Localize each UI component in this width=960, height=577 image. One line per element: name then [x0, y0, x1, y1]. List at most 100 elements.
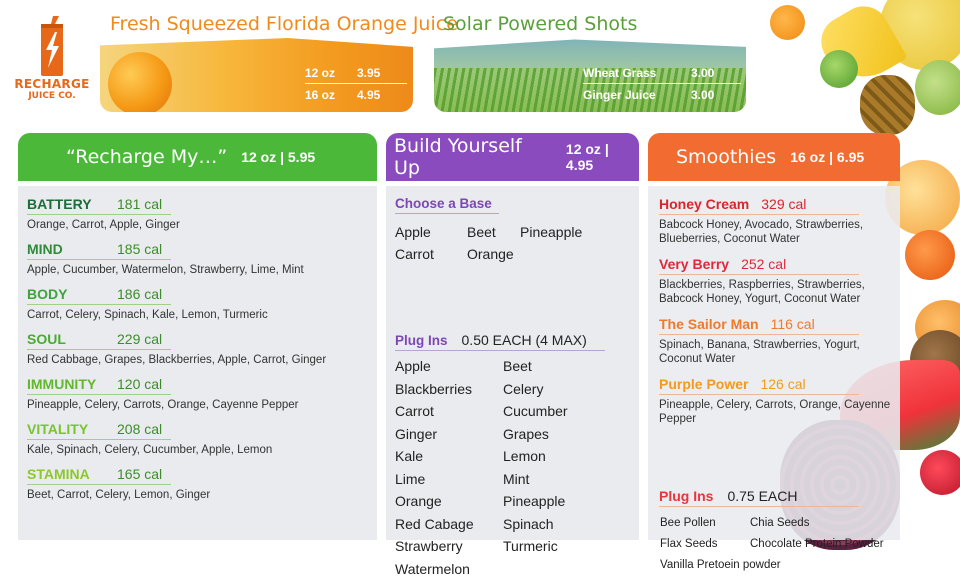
price-row: Wheat Grass 3.00: [583, 62, 741, 84]
addon-option: Celery: [503, 380, 544, 397]
smoothie-calories: 126 cal: [760, 376, 806, 392]
recharge-logo: RECHARGE JUICE CO.: [12, 14, 92, 114]
addon-option: Apple: [395, 358, 431, 374]
smoothie-calories: 116 cal: [770, 316, 815, 332]
smoothie-header: Purple Power 126 cal: [659, 376, 859, 395]
base-option: Apple: [395, 224, 431, 240]
price-row: Ginger Juice 3.00: [583, 84, 741, 106]
price-value: 4.95: [357, 88, 381, 102]
smoothie-name: Honey Cream: [659, 196, 750, 212]
addon-option: Grapes: [503, 425, 549, 442]
lime-image: [820, 50, 858, 88]
juice-name: SOUL: [27, 331, 66, 347]
base-options: Apple Beet Pineapple Carrot Orange: [395, 224, 590, 262]
addon-option: Lemon: [503, 448, 546, 464]
build-panel: Build Yourself Up 12 oz | 4.95 Choose a …: [386, 133, 639, 577]
juice-item: VITALITY 208 cal Kale, Spinach, Celery, Cu…: [27, 421, 371, 466]
base-option: Pineapple: [520, 224, 583, 240]
juice-item: MIND 185 cal Apple, Cucumber, Watermelon, …: [27, 241, 371, 286]
recharge-body: BATTERY 181 cal Orange, Carrot, Apple, Gin…: [18, 186, 377, 540]
plug-ins-price: 0.50 EACH (4 MAX): [461, 332, 587, 348]
juice-calories: 186 cal: [117, 286, 163, 302]
juice-ingredients: Beet, Carrot, Celery, Lemon, Ginger: [27, 489, 211, 501]
brand-sub: JUICE CO.: [28, 91, 76, 101]
juice-item: SOUL 229 cal Red Cabbage, Grapes, Blackber…: [27, 331, 371, 376]
juice-item: BODY 186 cal Carrot, Celery, Spinach, Kale…: [27, 286, 371, 331]
orange-juice-prices: 12 oz 3.95 16 oz 4.95: [305, 62, 407, 106]
apple-image: [920, 450, 960, 495]
shot-label: Wheat Grass: [583, 65, 657, 80]
juice-calories: 208 cal: [117, 421, 163, 437]
bottle-bolt-icon: [41, 16, 63, 76]
juice-name: VITALITY: [27, 421, 89, 437]
smoothie-ingredients: Blackberries, Raspberries, Strawberries,…: [659, 279, 865, 305]
juice-ingredients: Apple, Cucumber, Watermelon, Strawberry,…: [27, 264, 304, 276]
addon-option: Lime: [395, 470, 426, 487]
addon-option: Blackberries: [395, 380, 473, 397]
pineapple-image: [860, 75, 915, 135]
plug-ins-price: 0.75 EACH: [727, 488, 798, 504]
smoothie-list: Honey Cream 329 cal Babcock Honey, Avocado…: [659, 196, 894, 436]
price-row: 16 oz 4.95: [305, 84, 407, 106]
smoothies-header: Smoothies 16 oz | 6.95: [648, 133, 900, 181]
juice-header: IMMUNITY 120 cal: [27, 376, 171, 395]
grass-image: [434, 67, 746, 112]
base-option: Carrot: [395, 246, 434, 262]
smoothies-title: Smoothies: [676, 146, 777, 168]
juice-name: STAMINA: [27, 466, 90, 482]
build-title: Build Yourself Up: [394, 135, 522, 179]
build-plug-ins: Plug Ins 0.50 EACH (4 MAX): [395, 332, 605, 351]
addon-option: Mint: [503, 470, 530, 487]
solar-shots-prices: Wheat Grass 3.00 Ginger Juice 3.00: [583, 62, 741, 106]
build-header: Build Yourself Up 12 oz | 4.95: [386, 133, 639, 181]
juice-ingredients: Orange, Carrot, Apple, Ginger: [27, 219, 180, 231]
juice-item: STAMINA 165 cal Beet, Carrot, Celery, Lemo…: [27, 466, 371, 511]
addon-option: Turmeric: [503, 538, 558, 554]
juice-header: VITALITY 208 cal: [27, 421, 171, 440]
smoothies-panel: Smoothies 16 oz | 6.95 Honey Cream 329 ca…: [648, 133, 900, 571]
smoothie-name: Very Berry: [659, 256, 730, 272]
build-body: Choose a Base Apple Beet Pineapple Carrot Or…: [386, 186, 639, 577]
smoothies-body: Honey Cream 329 cal Babcock Honey, Avocado…: [648, 186, 900, 571]
orange-fruit-image: [905, 230, 955, 280]
addon-option: Beet: [503, 358, 532, 374]
smoothie-ingredients: Pineapple, Celery, Carrots, Orange, Caye…: [659, 399, 891, 425]
addon-option: Spinach: [503, 515, 554, 532]
juice-calories: 181 cal: [117, 196, 163, 212]
choose-base-label: Choose a Base: [395, 196, 499, 214]
juice-ingredients: Carrot, Celery, Spinach, Kale, Lemon, Tu…: [27, 309, 268, 321]
plug-ins-label: Plug Ins: [395, 333, 448, 348]
addon-option: Orange: [395, 493, 442, 509]
smoothie-addons: Bee Pollen Chia Seeds Flax Seeds Chocolate …: [660, 517, 900, 571]
smoothie-item: Honey Cream 329 cal Babcock Honey, Avocado…: [659, 196, 894, 256]
smoothie-addon: Vanilla Pretoein powder: [660, 559, 781, 571]
juice-calories: 185 cal: [117, 241, 163, 257]
juice-header: MIND 185 cal: [27, 241, 171, 260]
juice-calories: 120 cal: [117, 376, 163, 392]
plug-ins-label: Plug Ins: [659, 488, 714, 504]
recharge-header: “Recharge My…” 12 oz | 5.95: [18, 133, 377, 181]
recharge-size-price: 12 oz | 5.95: [241, 149, 316, 165]
addon-options: Apple Beet Blackberries Celery Carrot Cucumbe…: [395, 358, 593, 577]
orange-juice-title: Fresh Squeezed Florida Orange Juice: [110, 13, 458, 35]
base-option: Beet: [467, 224, 496, 240]
addon-option: Red Cabage: [395, 515, 474, 532]
smoothie-calories: 252 cal: [741, 256, 787, 272]
juice-name: BODY: [27, 286, 68, 302]
orange-juice-banner: [100, 38, 413, 112]
solar-shots-title: Solar Powered Shots: [443, 13, 638, 35]
addon-option: Strawberry: [395, 538, 463, 554]
juice-item: BATTERY 181 cal Orange, Carrot, Apple, Gin…: [27, 196, 371, 241]
price-value: 3.00: [691, 65, 715, 80]
shot-label: Ginger Juice: [583, 88, 656, 102]
kumquat-image: [770, 5, 805, 40]
juice-header: STAMINA 165 cal: [27, 466, 171, 485]
smoothie-plug-ins: Plug Ins 0.75 EACH: [659, 488, 859, 507]
juice-list: BATTERY 181 cal Orange, Carrot, Apple, Gin…: [27, 196, 371, 511]
smoothie-addon: Bee Pollen: [660, 517, 716, 529]
build-size-price: 12 oz | 4.95: [565, 141, 609, 173]
juice-item: IMMUNITY 120 cal Pineapple, Celery, Carrot…: [27, 376, 371, 421]
addon-option: Cucumber: [503, 403, 568, 419]
addon-option: Carrot: [395, 403, 434, 419]
solar-shots-banner: [434, 39, 746, 112]
